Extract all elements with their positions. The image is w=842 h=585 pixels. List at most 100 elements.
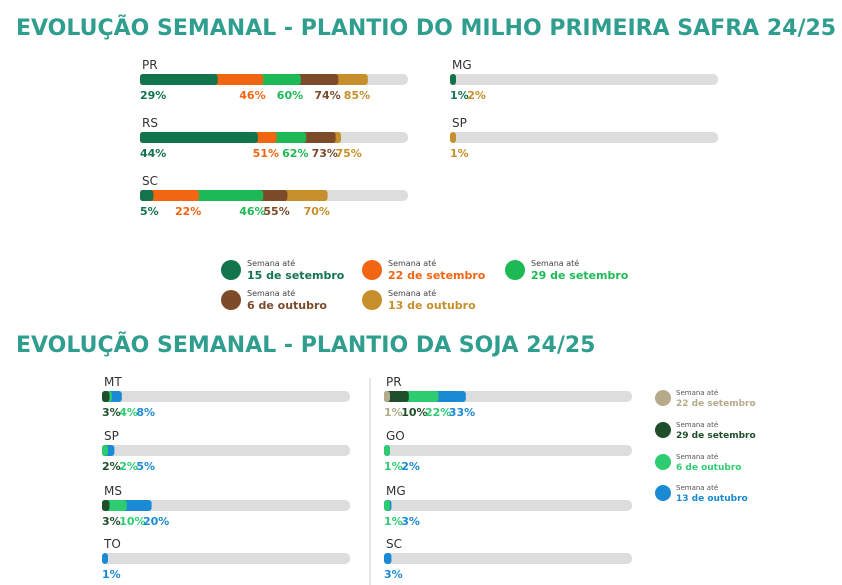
soja-bar-go-1 — [384, 445, 390, 456]
soja-value-label-mt-1: 4% — [119, 406, 138, 419]
milho-legend-marker-0 — [221, 260, 241, 280]
soja-bar-mg-1 — [384, 500, 390, 511]
milho-bar-track-mg — [450, 74, 718, 85]
soja-value-label-sp-2: 5% — [136, 460, 155, 473]
soja-bar-pr-1 — [384, 391, 390, 402]
milho-bar-sc-5 — [140, 190, 154, 201]
soja-bar-track-sp — [102, 445, 350, 456]
milho-value-label-rs-1: 51% — [253, 147, 279, 160]
milho-bar-rs-44 — [140, 132, 258, 143]
milho-legend-prefix-2: Semana até — [531, 258, 579, 268]
soja-state-label-pr: PR — [386, 375, 402, 389]
milho-legend-prefix-4: Semana até — [388, 288, 436, 298]
milho-value-label-sc-0: 5% — [140, 205, 159, 218]
milho-state-label-sc: SC — [142, 174, 158, 188]
soja-bar-ms-3 — [102, 500, 110, 511]
soja-value-label-pr-3: 33% — [449, 406, 475, 419]
milho-value-label-sc-2: 46% — [239, 205, 265, 218]
soja-state-label-to: TO — [103, 537, 121, 551]
milho-legend-label-2: 29 de setembro — [531, 269, 629, 282]
milho-state-label-sp: SP — [452, 116, 467, 130]
soja-value-label-go-0: 1% — [384, 460, 403, 473]
soja-value-label-pr-1: 10% — [401, 406, 427, 419]
milho-value-label-rs-0: 44% — [140, 147, 166, 160]
milho-legend-prefix-3: Semana até — [247, 288, 295, 298]
milho-value-label-sp-0: 1% — [450, 147, 469, 160]
milho-value-label-rs-2: 62% — [282, 147, 308, 160]
soja-bar-mt-3 — [102, 391, 110, 402]
milho-legend-label-0: 15 de setembro — [247, 269, 345, 282]
milho-state-label-pr: PR — [142, 58, 158, 72]
soja-bar-track-go — [384, 445, 632, 456]
soja-bar-track-mg — [384, 500, 632, 511]
soja-legend-prefix-1: Semana até — [676, 421, 718, 429]
milho-bar-mg-1 — [450, 74, 456, 85]
soja-value-label-go-1: 2% — [401, 460, 420, 473]
milho-value-label-pr-4: 85% — [344, 89, 370, 102]
soja-bar-pr-10 — [384, 391, 409, 402]
milho-value-label-pr-2: 60% — [277, 89, 303, 102]
milho-bar-track-sp — [450, 132, 718, 143]
soja-legend-marker-1 — [655, 422, 671, 438]
milho-value-label-rs-4: 75% — [335, 147, 361, 160]
soja-value-label-pr-2: 22% — [425, 406, 451, 419]
soja-value-label-mg-0: 1% — [384, 515, 403, 528]
milho-legend-prefix-0: Semana até — [247, 258, 295, 268]
soja-bar-to-1 — [102, 553, 108, 564]
milho-bar-pr-29 — [140, 74, 218, 85]
soja-legend-prefix-3: Semana até — [676, 484, 718, 492]
soja-chart-title: EVOLUÇÃO SEMANAL - PLANTIO DA SOJA 24/25 — [16, 333, 596, 358]
soja-value-label-ms-2: 20% — [143, 515, 169, 528]
soja-state-label-go: GO — [386, 429, 405, 443]
milho-legend-label-4: 13 de outubro — [388, 299, 476, 312]
soja-value-label-sp-0: 2% — [102, 460, 121, 473]
milho-value-label-pr-0: 29% — [140, 89, 166, 102]
soja-bar-sp-2 — [102, 445, 108, 456]
soja-value-label-sc-0: 3% — [384, 568, 403, 581]
soja-state-label-mg: MG — [386, 484, 406, 498]
soja-value-label-sp-1: 2% — [119, 460, 138, 473]
milho-state-label-rs: RS — [142, 116, 158, 130]
soja-legend-label-3: 13 de outubro — [676, 494, 748, 504]
milho-value-label-mg-0: 1% — [450, 89, 469, 102]
soja-legend-marker-0 — [655, 390, 671, 406]
soja-legend-label-1: 29 de setembro — [676, 431, 756, 441]
milho-bar-sc-22 — [140, 190, 199, 201]
soja-state-label-ms: MS — [104, 484, 122, 498]
milho-value-label-sc-1: 22% — [175, 205, 201, 218]
milho-legend-marker-2 — [505, 260, 525, 280]
milho-value-label-rs-3: 73% — [312, 147, 338, 160]
milho-value-label-mg-1: 2% — [467, 89, 486, 102]
milho-state-label-mg: MG — [452, 58, 472, 72]
milho-value-label-sc-3: 55% — [263, 205, 289, 218]
soja-value-label-to-0: 1% — [102, 568, 121, 581]
milho-legend-label-3: 6 de outubro — [247, 299, 327, 312]
soja-bar-sc-3 — [384, 553, 392, 564]
milho-legend-marker-3 — [221, 290, 241, 310]
milho-legend-prefix-1: Semana até — [388, 258, 436, 268]
milho-value-label-pr-3: 74% — [314, 89, 340, 102]
soja-value-label-mg-1: 3% — [401, 515, 420, 528]
soja-legend-marker-3 — [655, 485, 671, 501]
soja-value-label-mt-2: 8% — [136, 406, 155, 419]
soja-bar-track-to — [102, 553, 350, 564]
soja-legend-prefix-2: Semana até — [676, 453, 718, 461]
soja-bar-track-sc — [384, 553, 632, 564]
milho-legend-marker-4 — [362, 290, 382, 310]
milho-bar-sp-1 — [450, 132, 456, 143]
soja-value-label-mt-0: 3% — [102, 406, 121, 419]
soja-state-label-sp: SP — [104, 429, 119, 443]
soja-bar-track-ms — [102, 500, 350, 511]
milho-chart-title: EVOLUÇÃO SEMANAL - PLANTIO DO MILHO PRIM… — [16, 16, 837, 41]
milho-value-label-pr-1: 46% — [239, 89, 265, 102]
soja-bar-track-mt — [102, 391, 350, 402]
soja-value-label-pr-0: 1% — [384, 406, 403, 419]
soja-state-label-mt: MT — [104, 375, 122, 389]
milho-legend-label-1: 22 de setembro — [388, 269, 486, 282]
soja-legend-label-2: 6 de outubro — [676, 463, 741, 473]
soja-state-label-sc: SC — [386, 537, 402, 551]
soja-legend-label-0: 22 de setembro — [676, 399, 756, 409]
soja-legend-marker-2 — [655, 454, 671, 470]
milho-value-label-sc-4: 70% — [304, 205, 330, 218]
